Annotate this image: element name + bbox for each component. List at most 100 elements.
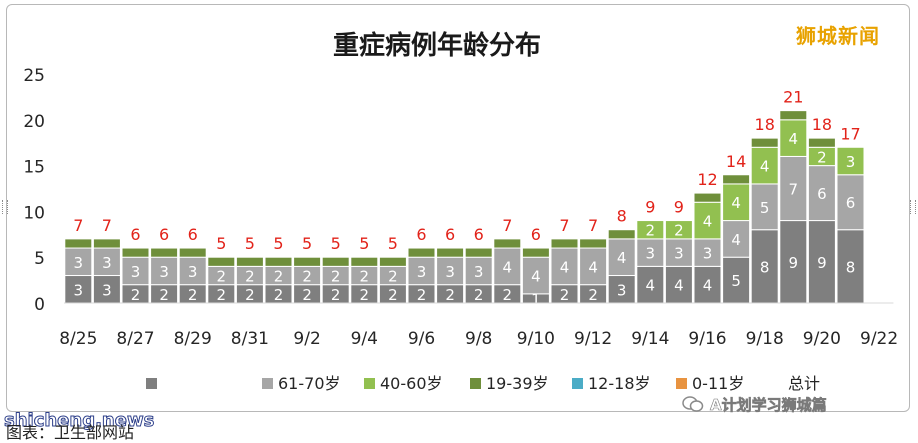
bar-total-label: 14 — [726, 152, 746, 171]
y-tick-label: 15 — [23, 158, 45, 178]
bar-segment — [807, 220, 836, 304]
legend-swatch — [262, 378, 273, 389]
bar-segment-label: 4 — [760, 158, 770, 176]
bar-segment — [579, 238, 608, 249]
bar-segment-label: 4 — [731, 231, 741, 249]
x-tick-label: 9/8 — [465, 329, 492, 349]
resize-handle-left[interactable] — [2, 200, 8, 214]
legend-label: 61-70岁 — [278, 374, 341, 393]
bar-total-label: 7 — [102, 216, 112, 235]
bar-segment-label: 3 — [102, 281, 112, 299]
resize-handle-right[interactable] — [910, 200, 916, 214]
legend-swatch — [364, 378, 375, 389]
bar-segment — [607, 229, 636, 240]
x-tick-label: 8/31 — [231, 329, 269, 349]
bar-segment-label: 2 — [445, 286, 455, 304]
bar-segment-label: 2 — [217, 268, 227, 286]
bar-segment — [407, 256, 436, 286]
x-tick-label: 9/4 — [351, 329, 378, 349]
bar-segment — [750, 146, 779, 185]
x-tick-label: 9/6 — [408, 329, 435, 349]
x-tick-label: 8/25 — [59, 329, 97, 349]
bar-segment-label: 2 — [188, 286, 198, 304]
x-tick-label: 9/14 — [631, 329, 669, 349]
bar-total-label: 12 — [697, 170, 717, 189]
x-tick-label: 9/10 — [517, 329, 555, 349]
y-tick-label: 5 — [34, 249, 45, 269]
bar-segment-label: 3 — [102, 254, 112, 272]
y-tick-label: 20 — [23, 112, 45, 132]
bar-segment-label: 5 — [731, 272, 741, 290]
bar-total-label: 6 — [188, 225, 198, 244]
bar-segment-label: 6 — [817, 185, 827, 203]
bar-segment-label: 4 — [503, 258, 513, 276]
bar-segment — [779, 155, 808, 222]
x-tick-label: 9/16 — [688, 329, 726, 349]
x-tick-label: 9/2 — [293, 329, 320, 349]
bar-segment — [750, 137, 779, 148]
bar-segment-label: 8 — [846, 258, 856, 276]
bar-segment-label: 3 — [703, 245, 713, 263]
x-tick-label: 9/18 — [746, 329, 784, 349]
bar-segment — [693, 192, 722, 203]
bar-segment-label: 4 — [703, 213, 713, 231]
bar-segment — [64, 238, 93, 249]
bar-total-label: 9 — [674, 198, 684, 217]
bar-segment — [836, 146, 865, 176]
bar-segment-label: 3 — [74, 254, 84, 272]
bar-segment-label: 2 — [331, 286, 341, 304]
chart-title: 重症病例年龄分布 — [333, 30, 541, 61]
x-axis: 8/25 8/27 8/29 8/31 9/2 9/4 9/6 9/8 9/10 9/12 9/14… — [59, 302, 898, 349]
bar-segment-label: 4 — [731, 194, 741, 212]
bar-segment-label: 2 — [817, 148, 827, 166]
y-tick-label: 0 — [34, 295, 45, 315]
bar-total-label: 5 — [302, 234, 312, 253]
legend-label: 19-39岁 — [486, 374, 549, 393]
bar-segment — [378, 256, 407, 267]
bar-segment-label: 2 — [674, 222, 684, 240]
bar-segment-label: 4 — [588, 258, 598, 276]
bar-segment — [750, 183, 779, 231]
x-tick-label: 8/29 — [174, 329, 212, 349]
bar-segment-label: 4 — [703, 277, 713, 295]
bar-segment — [836, 229, 865, 304]
legend-swatch — [676, 378, 687, 389]
bar-segment-label: 6 — [846, 194, 856, 212]
bar-total-label: 5 — [388, 234, 398, 253]
bar-segment — [807, 137, 836, 148]
bar-total-label: 18 — [812, 115, 832, 134]
bar-segment-label: 2 — [131, 286, 141, 304]
bar-segment-label: 2 — [588, 286, 598, 304]
bar-segment-label: 3 — [445, 263, 455, 281]
bar-segment-label: 2 — [217, 286, 227, 304]
bar-segment-label: 3 — [74, 281, 84, 299]
bar-segment-label: 3 — [617, 281, 627, 299]
bar-segment — [779, 110, 808, 121]
bar-segment — [293, 256, 322, 267]
bar-segment — [722, 174, 751, 185]
bar-segment — [178, 247, 207, 258]
bar-total-label: 8 — [617, 207, 627, 226]
bar-total-label: 6 — [531, 225, 541, 244]
legend-label: 总计 — [788, 374, 820, 393]
bar-segment — [121, 256, 150, 286]
x-tick-label: 9/22 — [860, 329, 898, 349]
wechat-account-badge: A计划学习狮城篇 — [682, 392, 827, 416]
bar-total-label: 21 — [783, 88, 803, 107]
bar-segment-label: 2 — [331, 268, 341, 286]
bar-segment — [464, 247, 493, 258]
bar-segment-label: 2 — [388, 286, 398, 304]
bar-segment-label: 5 — [760, 199, 770, 217]
legend-swatch — [146, 378, 157, 389]
bar-segment-label: 2 — [360, 286, 370, 304]
bar-segment-label: 2 — [274, 268, 284, 286]
legend: 61-70岁 40-60岁 19-39岁 12-18岁 0-11岁 总计 — [146, 374, 820, 393]
bar-segment-label: 2 — [245, 286, 255, 304]
bar-segment — [150, 247, 179, 258]
figure-caption: 图表：卫生部网站 — [6, 423, 135, 442]
bar-segment — [693, 201, 722, 240]
bar-segment-label: 3 — [674, 245, 684, 263]
bar-segment-label: 2 — [159, 286, 169, 304]
